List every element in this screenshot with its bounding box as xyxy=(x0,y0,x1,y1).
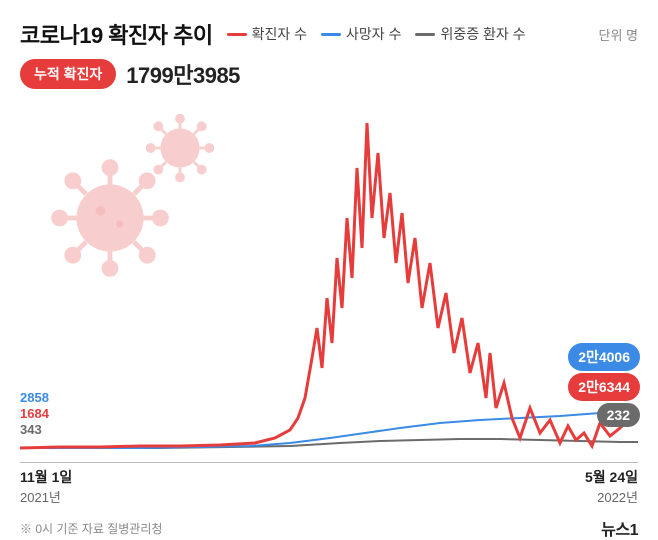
x-start: 11월 1일 2021년 xyxy=(20,467,72,506)
cumulative-row: 누적 확진자 1799만3985 xyxy=(20,58,638,90)
logo-text: 뉴스 xyxy=(601,522,629,539)
legend-item-confirmed: 확진자 수 xyxy=(227,24,307,44)
end-value-badge: 232 xyxy=(597,403,640,427)
cumulative-value: 1799만3985 xyxy=(126,58,240,90)
chart-container: 코로나19 확진자 추이 확진자 수 사망자 수 위중증 환자 수 단위 명 누… xyxy=(0,0,658,519)
header-row: 코로나19 확진자 추이 확진자 수 사망자 수 위중증 환자 수 단위 명 xyxy=(20,18,638,50)
legend: 확진자 수 사망자 수 위중증 환자 수 xyxy=(227,24,526,44)
legend-swatch-severe xyxy=(415,33,435,36)
axis-start-value: 1684 xyxy=(20,406,49,421)
legend-swatch-deaths xyxy=(321,33,341,36)
news1-logo: 뉴스1 xyxy=(601,516,638,540)
footer: ※ 0시 기준 자료 질병관리청 뉴스1 xyxy=(20,516,638,540)
legend-label-deaths: 사망자 수 xyxy=(346,24,401,44)
line-chart xyxy=(20,98,638,458)
cumulative-badge: 누적 확진자 xyxy=(20,59,116,89)
deaths-line xyxy=(20,410,638,448)
unit-label: 단위 명 xyxy=(599,25,639,44)
plot-area: 28581684343 2만40062만6344232 xyxy=(20,98,638,458)
x-axis: 11월 1일 2021년 5월 24일 2022년 xyxy=(20,462,638,506)
x-end-year: 2022년 xyxy=(585,487,638,506)
axis-start-value: 343 xyxy=(20,422,42,437)
axis-start-value: 2858 xyxy=(20,390,49,405)
x-start-label: 11월 1일 xyxy=(20,467,72,487)
legend-swatch-confirmed xyxy=(227,33,247,36)
confirmed-line xyxy=(20,123,638,448)
legend-item-deaths: 사망자 수 xyxy=(321,24,401,44)
logo-suffix: 1 xyxy=(630,522,638,539)
legend-item-severe: 위중증 환자 수 xyxy=(415,24,525,44)
chart-title: 코로나19 확진자 추이 xyxy=(20,18,213,50)
end-value-badge: 2만6344 xyxy=(568,373,640,401)
legend-label-confirmed: 확진자 수 xyxy=(252,24,307,44)
x-start-year: 2021년 xyxy=(20,487,72,506)
x-end-label: 5월 24일 xyxy=(585,467,638,487)
end-value-badge: 2만4006 xyxy=(568,343,640,371)
legend-label-severe: 위중증 환자 수 xyxy=(440,24,525,44)
x-end: 5월 24일 2022년 xyxy=(585,467,638,506)
footer-note: ※ 0시 기준 자료 질병관리청 xyxy=(20,520,162,537)
